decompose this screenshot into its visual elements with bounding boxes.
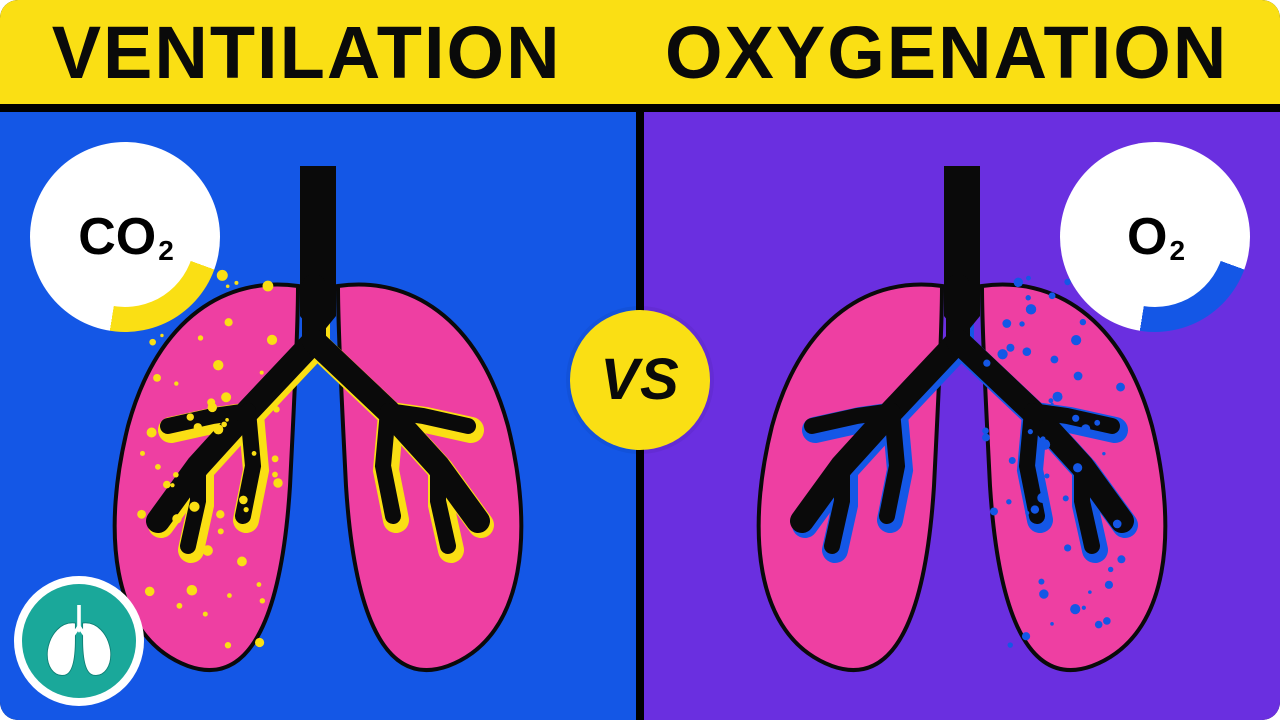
lungs-icon xyxy=(34,596,124,686)
brand-logo xyxy=(14,576,144,706)
header-bar: VENTILATION OXYGENATION xyxy=(0,0,1280,112)
vs-badge: VS xyxy=(570,310,710,450)
o2-badge: O2 xyxy=(1060,142,1250,332)
co2-badge-label: CO2 xyxy=(55,167,195,307)
infographic-frame: VENTILATION OXYGENATION CO2 xyxy=(0,0,1280,720)
header-right-word: OXYGENATION xyxy=(665,10,1228,95)
co2-formula-main: CO xyxy=(78,207,156,267)
co2-badge: CO2 xyxy=(30,142,220,332)
brand-logo-inner xyxy=(22,584,136,698)
o2-badge-label: O2 xyxy=(1085,167,1225,307)
header-left-word: VENTILATION xyxy=(52,10,562,95)
panel-oxygenation: O2 xyxy=(640,112,1280,720)
vs-label: VS xyxy=(600,346,679,413)
co2-formula-sub: 2 xyxy=(158,235,174,267)
o2-formula-sub: 2 xyxy=(1169,235,1185,267)
o2-formula-main: O xyxy=(1127,207,1167,267)
panels-container: CO2 O2 xyxy=(0,112,1280,720)
